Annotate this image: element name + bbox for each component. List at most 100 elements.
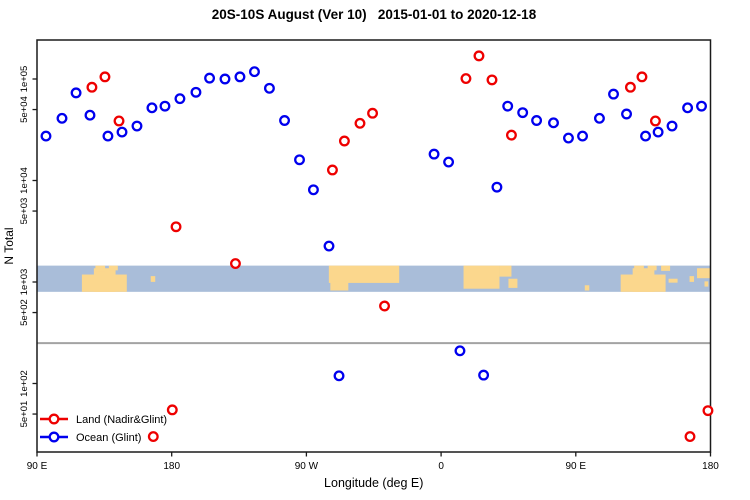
- scatter-point-land: [113, 115, 125, 127]
- scatter-point-ocean: [491, 181, 503, 193]
- scatter-point-land: [379, 300, 390, 312]
- legend-marker: [48, 431, 60, 443]
- scatter-point-ocean: [517, 107, 529, 119]
- scatter-point-ocean: [234, 71, 246, 83]
- legend-marker: [48, 413, 60, 425]
- scatter-point-ocean: [428, 148, 440, 160]
- scatter-point-ocean: [146, 102, 158, 114]
- scatter-point-ocean: [666, 120, 678, 132]
- scatter-point-ocean: [682, 102, 694, 114]
- y-tick-label: 5e+03: [19, 198, 30, 225]
- scatter-point-ocean: [548, 117, 559, 129]
- land-patch: [704, 281, 709, 287]
- land-patch: [328, 265, 400, 283]
- legend-label: Ocean (Glint): [76, 432, 141, 444]
- land-patch: [651, 266, 655, 292]
- y-tick-label: 5e+01: [19, 401, 30, 428]
- land-patch: [150, 276, 156, 282]
- land-patch: [112, 266, 116, 292]
- scatter-point-ocean: [640, 130, 651, 142]
- scatter-point-ocean: [40, 130, 52, 142]
- scatter-point-land: [99, 71, 111, 83]
- plot-box-group: [36, 39, 712, 453]
- land-patch: [634, 265, 644, 272]
- land-patch: [508, 278, 518, 288]
- scatter-point-land: [684, 431, 696, 443]
- land-patch: [93, 268, 114, 292]
- scatter-point-land: [170, 221, 182, 233]
- scatter-point-land: [486, 74, 498, 86]
- legend-label: Land (Nadir&Glint): [76, 414, 167, 426]
- y-tick-label: 5e+02: [19, 299, 30, 326]
- land-patch: [95, 265, 106, 272]
- data-points-group: [40, 50, 714, 443]
- land-patch: [668, 278, 678, 283]
- scatter-point-land: [367, 107, 379, 119]
- scatter-point-ocean: [204, 72, 216, 84]
- scatter-point-ocean: [333, 370, 345, 382]
- land-patch: [108, 265, 118, 271]
- scatter-point-ocean: [608, 88, 619, 100]
- scatter-point-ocean: [56, 112, 68, 124]
- land-patch: [697, 268, 711, 279]
- scatter-point-ocean: [593, 112, 605, 124]
- x-tick-label: 90 E: [566, 461, 587, 472]
- y-tick-label: 1e+02: [19, 370, 30, 397]
- y-tick-label: 1e+04: [19, 167, 30, 194]
- scatter-point-ocean: [263, 82, 275, 94]
- scatter-point-land: [473, 50, 485, 62]
- y-axis-title: N Total: [2, 227, 16, 264]
- x-tick-label: 180: [702, 461, 719, 472]
- scatter-point-ocean: [70, 87, 82, 99]
- scatter-point-land: [230, 258, 241, 269]
- land-patch: [632, 268, 653, 292]
- y-tick-label: 5e+04: [19, 96, 30, 123]
- scatter-point-land: [86, 81, 98, 93]
- scatter-point-ocean: [131, 120, 143, 132]
- y-tick-label: 1e+03: [19, 269, 30, 296]
- land-patch: [499, 265, 512, 277]
- scatter-point-land: [702, 405, 714, 417]
- scatter-point-ocean: [219, 73, 231, 85]
- scatter-point-ocean: [443, 156, 455, 168]
- land-patch: [330, 281, 349, 291]
- land-patch: [661, 265, 671, 271]
- x-tick-label: 180: [163, 461, 180, 472]
- scatter-point-land: [147, 431, 159, 443]
- scatter-point-land: [649, 115, 661, 127]
- scatter-point-ocean: [563, 132, 574, 144]
- x-tick-label: 0: [438, 461, 444, 472]
- scatter-point-ocean: [307, 184, 319, 196]
- scatter-point-ocean: [621, 108, 632, 120]
- legend: Land (Nadir&Glint) Ocean (Glint): [40, 413, 167, 444]
- scatter-point-land: [338, 135, 350, 147]
- scatter-point-land: [166, 404, 178, 416]
- scatter-point-ocean: [84, 109, 96, 121]
- scatter-point-ocean: [294, 154, 305, 166]
- scatter-point-ocean: [531, 115, 543, 126]
- scatter-point-ocean: [190, 86, 202, 98]
- x-tick-label: 90 E: [27, 461, 48, 472]
- scatter-point-land: [460, 73, 472, 85]
- scatter-point-ocean: [279, 115, 290, 126]
- scatter-point-ocean: [454, 345, 466, 357]
- map-strip: [37, 265, 711, 292]
- scatter-point-ocean: [502, 100, 514, 112]
- axes-group: 1e+05 5e+04 1e+04 5e+03 1e+03 5e+02 1e+02 5e+01…: [19, 66, 719, 472]
- land-patch: [689, 276, 695, 282]
- scatter-point-ocean: [159, 100, 171, 112]
- scatter-point-land: [354, 117, 366, 129]
- x-tick-label: 90 W: [295, 461, 319, 472]
- scatter-point-ocean: [652, 126, 664, 138]
- scatter-point-land: [636, 71, 648, 83]
- scatter-point-land: [326, 164, 338, 176]
- land-patch: [463, 265, 500, 289]
- scatter-point-ocean: [174, 93, 186, 105]
- scatter-point-land: [624, 81, 636, 93]
- scatter-point-land: [505, 129, 517, 141]
- scatter-point-ocean: [116, 126, 128, 138]
- plot-border: [36, 39, 712, 453]
- scatter-point-ocean: [478, 369, 490, 381]
